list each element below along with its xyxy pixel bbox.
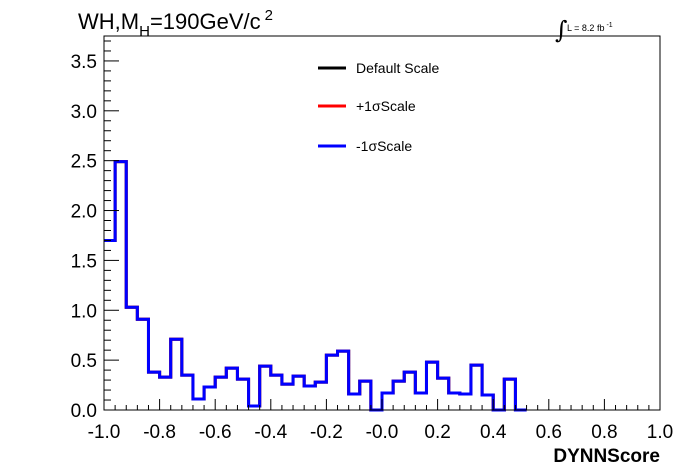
chart-title: WH,MH=190GeV/c 2 [78, 7, 273, 40]
y-tick-label: 3.0 [71, 102, 97, 123]
x-tick-label: 0.4 [480, 422, 507, 443]
axis-ticks [103, 40, 661, 411]
integral-sign: ∫ [555, 16, 568, 44]
x-axis-label: DYNNScore [553, 446, 660, 467]
x-tick-label: -0.8 [143, 422, 176, 443]
axis-tick-labels: -1.0 -0.8 -0.6 -0.4 -0.2 -0.0 0.2 0.4 0.6 0.8 1.0 0… [71, 52, 674, 443]
lumi-main: L = 8.2 fb [567, 23, 604, 33]
series-layer [104, 160, 527, 412]
x-tick-label: -0.4 [254, 422, 287, 443]
title-subscript: H [139, 23, 150, 40]
legend-label-default: Default Scale [356, 60, 439, 76]
legend: Default Scale +1σScale -1σScale [318, 60, 439, 154]
legend-label-plus-sigma: +1σScale [356, 98, 416, 114]
x-tick-label: 0.8 [591, 422, 617, 443]
y-tick-label: 0.0 [71, 401, 97, 422]
title-rest: =190GeV/c [150, 9, 261, 34]
x-tick-label: 0.6 [536, 422, 562, 443]
series-line-2 [104, 160, 527, 412]
lumi-text: L = 8.2 fb -1 [567, 22, 613, 33]
x-tick-label: -0.6 [199, 422, 232, 443]
y-tick-label: 0.5 [71, 351, 97, 372]
x-tick-label: -0.2 [310, 422, 343, 443]
x-tick-label: -1.0 [88, 422, 121, 443]
title-main: WH,M [78, 9, 139, 34]
x-tick-label: -0.0 [366, 422, 399, 443]
x-tick-label: 1.0 [647, 422, 673, 443]
legend-label-minus-sigma: -1σScale [356, 138, 412, 154]
y-tick-label: 2.0 [71, 202, 97, 223]
y-tick-label: 2.5 [71, 152, 97, 173]
luminosity-label: ∫ L = 8.2 fb -1 [555, 16, 613, 44]
x-tick-label: 0.2 [424, 422, 450, 443]
lumi-superscript: -1 [606, 22, 612, 29]
y-tick-label: 3.5 [71, 52, 97, 73]
y-tick-label: 1.5 [71, 251, 97, 272]
title-superscript: 2 [265, 7, 273, 24]
y-tick-label: 1.0 [71, 301, 97, 322]
